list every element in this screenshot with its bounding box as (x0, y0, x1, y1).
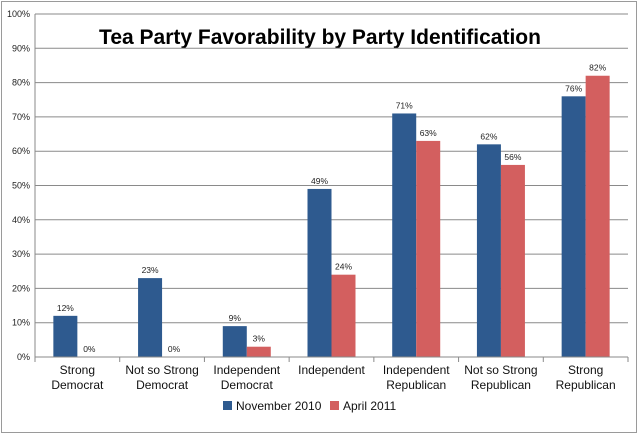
y-tick-label: 90% (12, 43, 30, 53)
data-label: 3% (253, 334, 266, 344)
data-label: 24% (335, 262, 352, 272)
y-tick-label: 70% (12, 112, 30, 122)
y-tick-label: 100% (7, 9, 30, 19)
y-tick-label: 20% (12, 283, 30, 293)
x-category-label-line: Democrat (51, 378, 104, 392)
x-category-label: Independent Republican (383, 363, 450, 392)
legend-label: April 2011 (343, 399, 396, 413)
y-tick-label: 50% (12, 181, 30, 191)
x-category-label-line: Not so Strong (464, 363, 537, 377)
data-label: 9% (229, 313, 242, 323)
bar (331, 274, 356, 357)
bars: 12% 0% 23% 0% 9% 3% 49% 24% 71% 63% 62% 56% 76% 82% (53, 63, 610, 358)
y-tick-label: 30% (12, 249, 30, 259)
x-category-label-line: Independent (383, 363, 450, 377)
data-label: 12% (57, 303, 74, 313)
data-label: 82% (589, 63, 606, 73)
legend: November 2010 April 2011 (223, 399, 396, 413)
legend-label: November 2010 (236, 399, 322, 413)
bar (246, 346, 271, 357)
bar (222, 326, 247, 357)
x-category-label-line: Strong (60, 363, 95, 377)
bar (500, 164, 525, 357)
x-category-label: Strong Republican (556, 363, 616, 392)
x-category-label-line: Democrat (221, 378, 274, 392)
x-category-label: Not so Strong Democrat (125, 363, 198, 392)
bar (585, 75, 610, 358)
y-tick-label: 10% (12, 318, 30, 328)
x-category-label-line: Republican (471, 378, 531, 392)
chart-title: Tea Party Favorability by Party Identifi… (99, 26, 541, 49)
data-label: 63% (420, 128, 437, 138)
y-tick-label: 0% (17, 352, 30, 362)
data-label: 23% (142, 265, 159, 275)
x-category-label-line: Strong (568, 363, 603, 377)
data-label: 0% (168, 344, 181, 354)
bar (416, 140, 441, 357)
x-category-label: Not so Strong Republican (464, 363, 537, 392)
x-category-label-line: Not so Strong (125, 363, 198, 377)
data-label: 62% (480, 131, 497, 141)
legend-swatch (330, 401, 339, 410)
x-category-label: Independent Democrat (213, 363, 280, 392)
x-category-label-line: Republican (556, 378, 616, 392)
x-category-label-line: Democrat (136, 378, 189, 392)
data-label: 76% (565, 83, 582, 93)
bar (307, 188, 332, 357)
x-category-label-line: Republican (386, 378, 446, 392)
x-category-label: Strong Democrat (51, 363, 104, 392)
x-category-label: Independent (298, 363, 365, 377)
data-label: 49% (311, 176, 328, 186)
data-label: 71% (396, 100, 413, 110)
data-label: 56% (504, 152, 521, 162)
bar (53, 315, 78, 357)
data-label: 0% (83, 344, 96, 354)
y-tick-label: 80% (12, 78, 30, 88)
y-axis: 0% 10% 20% 30% 40% 50% 60% 70% 80% 90% 100% (7, 9, 36, 362)
bar (476, 144, 501, 357)
y-tick-label: 60% (12, 146, 30, 156)
x-category-label-line: Independent (213, 363, 280, 377)
legend-swatch (223, 401, 232, 410)
bar (392, 113, 417, 357)
x-category-label-line: Independent (298, 363, 365, 377)
bar (561, 96, 586, 357)
bar (138, 278, 163, 357)
y-tick-label: 40% (12, 215, 30, 225)
